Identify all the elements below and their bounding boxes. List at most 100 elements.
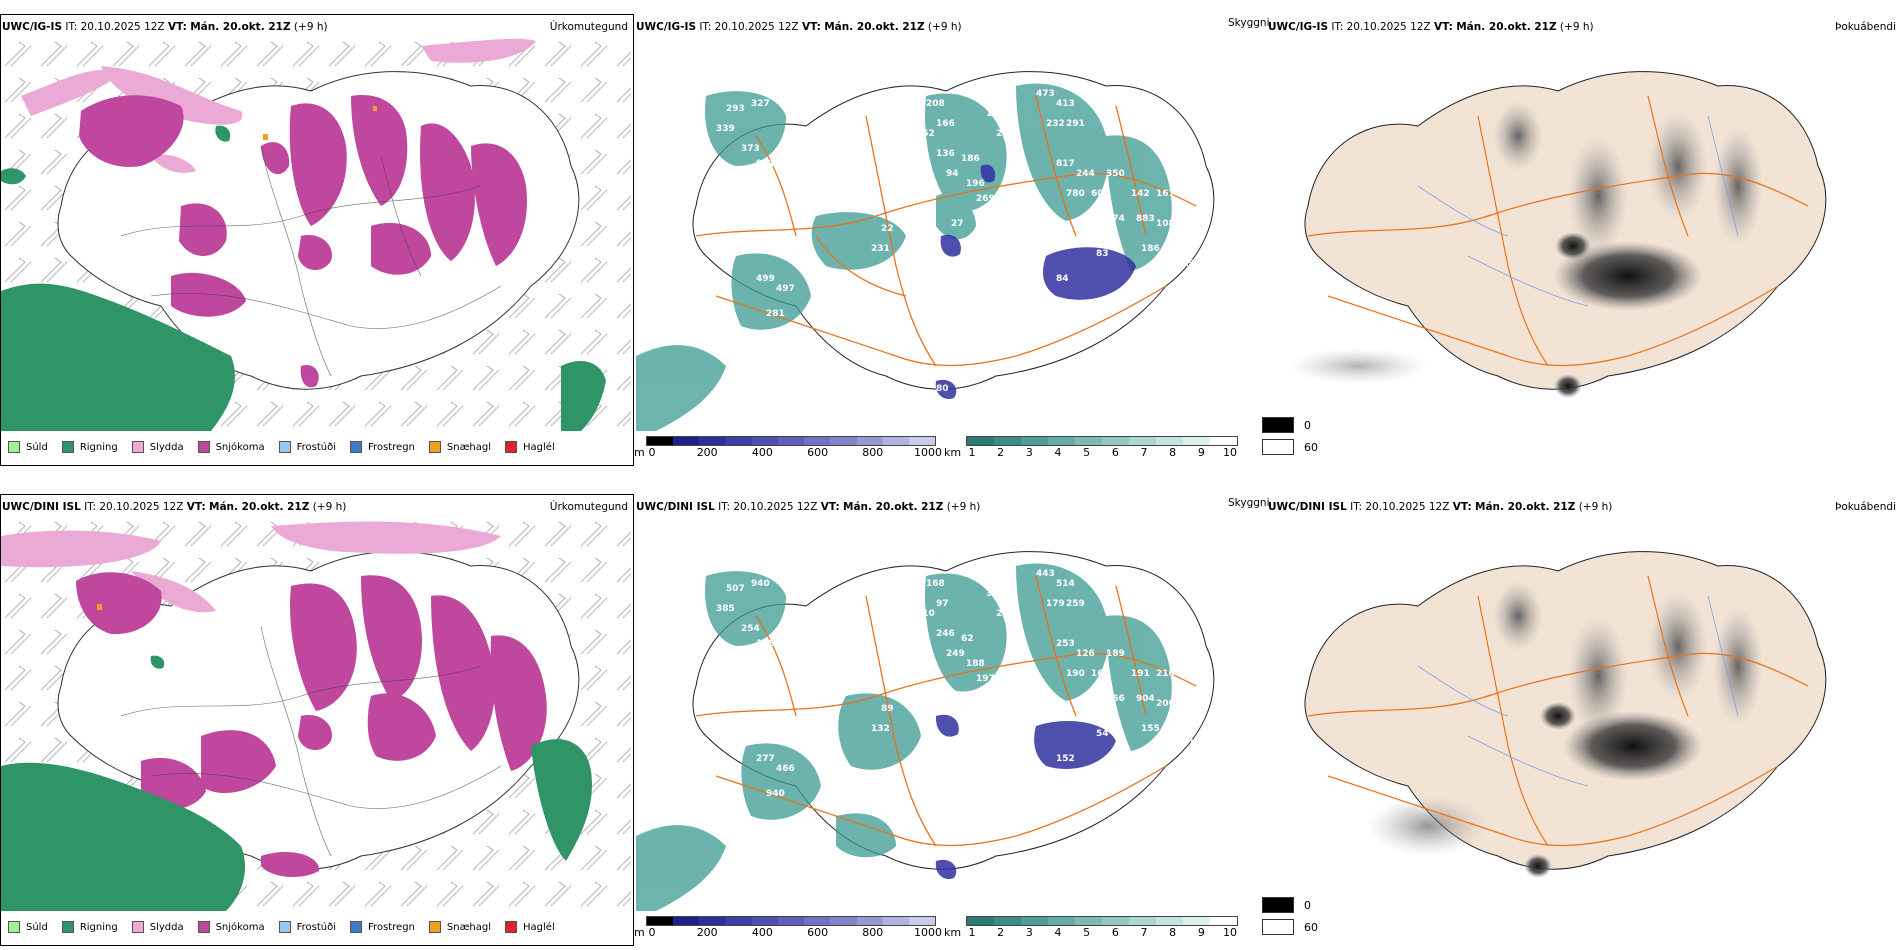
cloud-base-label: 327	[751, 99, 770, 109]
legend-item-sleet: Slydda	[131, 441, 184, 453]
colorbar-tick: 8	[1169, 446, 1177, 459]
fog-max-swatch	[1262, 919, 1294, 935]
cloud-base-label: 132	[871, 724, 890, 734]
colorbar-tick: 9	[1197, 926, 1205, 939]
cloud-base-label: 179	[1046, 599, 1065, 609]
colorbar-tick: 200	[696, 446, 718, 459]
cloud-base-label: 161	[1091, 669, 1110, 679]
cloud-base-label: 249	[946, 649, 965, 659]
cloud-base-label: 940	[766, 789, 785, 799]
cloud-base-label: 257	[736, 829, 755, 839]
fog-panel-title-1: Þokuábendi	[1835, 21, 1896, 33]
cloud-base-label: 817	[1056, 159, 1075, 169]
cloud-base-label: 352	[916, 129, 935, 139]
rain-swatch	[61, 921, 74, 933]
cloud-base-label: 883	[1136, 214, 1155, 224]
cloud-base-labels: 293 3273393739612081663521369418619626914…	[716, 89, 1195, 394]
rain-areas	[1, 125, 606, 431]
cloud-base-label: 166	[1106, 694, 1125, 704]
colorbar-tick: 2	[997, 926, 1005, 939]
legend-item-freezing-rain: Frostregn	[350, 921, 415, 933]
cloud-base-label: 174	[1106, 214, 1125, 224]
row-2: UWC/DINI ISL IT: 20.10.2025 12Z VT: Mán.…	[0, 480, 1900, 950]
fog-panel-header-1: UWC/IG-IS IT: 20.10.2025 12Z VT: Mán. 20…	[1268, 21, 1594, 33]
legend-item-freezing-drizzle: Frostúði	[278, 921, 336, 933]
sleet-areas	[21, 38, 536, 173]
cloud-base-label: 119	[1176, 259, 1195, 269]
fog-panel-header-2: UWC/DINI ISL IT: 20.10.2025 12Z VT: Mán.…	[1268, 501, 1613, 513]
cloud-base-label: 253	[1056, 639, 1075, 649]
cloud-base-label: 188	[966, 659, 985, 669]
cloud-base-label: 350	[1106, 169, 1125, 179]
cloud-base-label: 190	[1066, 669, 1085, 679]
colorbar-tick: 8	[1169, 926, 1177, 939]
cloud-base-label: 293	[726, 104, 745, 114]
road-network	[1307, 575, 1809, 847]
legend-item-snow: Snjókoma	[197, 441, 265, 453]
colorbar-tick: 6	[1111, 926, 1119, 939]
fog-areas	[1288, 101, 1763, 398]
cloud-base-label: 281	[766, 309, 785, 319]
precip-panel-header-2: UWC/DINI ISL IT: 20.10.2025 12Z VT: Mán.…	[2, 501, 347, 513]
legend-item-snow-pellets: Snæhagl	[428, 921, 491, 933]
cloud-base-label: 197	[976, 674, 995, 684]
colorbar-tick: 9	[1197, 446, 1205, 459]
cloud-base-label: 246	[936, 629, 955, 639]
visibility-strip	[966, 436, 1238, 446]
precip-type-map-1	[1, 36, 631, 431]
colorbar-tick: 2	[997, 446, 1005, 459]
rain-swatch	[61, 441, 74, 453]
sleet-areas	[1, 521, 501, 613]
colorbar-tick: 400	[751, 926, 773, 939]
freezing-rain-swatch	[350, 441, 362, 453]
fog-legend-row: 0	[1262, 414, 1318, 436]
cloud-base-label: 83	[1096, 249, 1109, 259]
cloud-base-label: 108	[1156, 219, 1175, 229]
colorbar-tick: 4	[1054, 926, 1062, 939]
fog-legend-row: 60	[1262, 436, 1318, 458]
legend-item-freezing-rain: Frostregn	[350, 441, 415, 453]
cloud-base-label: 142	[1131, 189, 1150, 199]
colorbar-tick: 4	[1054, 446, 1062, 459]
legend-item-drizzle: Súld	[8, 441, 48, 453]
cloud-base-label: 601	[1091, 189, 1110, 199]
colorbar-tick: 1	[968, 926, 976, 939]
precip-type-map-2	[1, 516, 631, 911]
snow-pellet-spot	[263, 134, 268, 140]
cloudbase-strip	[646, 916, 936, 926]
colorbar-tick: 7	[1140, 926, 1148, 939]
legend-item-rain: Rigning	[61, 921, 118, 933]
cloud-base-label: 88	[996, 269, 1009, 279]
fog-legend-row: 60	[1262, 916, 1318, 938]
cloud-base-label: 208	[926, 99, 945, 109]
fog-min-swatch	[1262, 417, 1294, 433]
colorbar-tick: 1	[968, 446, 976, 459]
cloud-base-label: 22	[881, 224, 894, 234]
legend-item-snow: Snjókoma	[197, 921, 265, 933]
cloud-base-label: 97	[961, 239, 974, 249]
visibility-panel-title-2: Skyggni	[1228, 497, 1270, 509]
sleet-swatch	[131, 441, 144, 453]
cloudbase-strip	[646, 436, 936, 446]
cloud-base-label: 404	[766, 344, 785, 354]
river-network	[1417, 595, 1739, 787]
cloud-base-label: 282	[996, 609, 1015, 619]
cloud-base-label: 780	[1066, 189, 1085, 199]
cloud-base-label: 271	[1176, 739, 1195, 749]
cloud-base-label: 189	[1106, 649, 1125, 659]
freezing-drizzle-swatch	[278, 921, 291, 933]
snow-pellet-spot	[97, 604, 102, 610]
road-network	[695, 95, 1197, 367]
cloud-base-label: 166	[936, 119, 955, 129]
cloud-base-label: 54	[1096, 729, 1109, 739]
hail-swatch	[505, 441, 518, 453]
cloud-base-label: 72	[961, 719, 974, 729]
colorbar-tick: 600	[807, 446, 829, 459]
colorbar-tick: 400	[751, 446, 773, 459]
snow-pellets-swatch	[428, 441, 441, 453]
visibility-colorbar-2: km 1 2 3 4 5 6 7 8 9 10	[944, 916, 1238, 942]
visibility-panel-header-2: UWC/DINI ISL IT: 20.10.2025 12Z VT: Mán.…	[636, 501, 981, 513]
cloud-base-label: 499	[756, 274, 775, 284]
cloud-base-label: 94	[946, 169, 959, 179]
